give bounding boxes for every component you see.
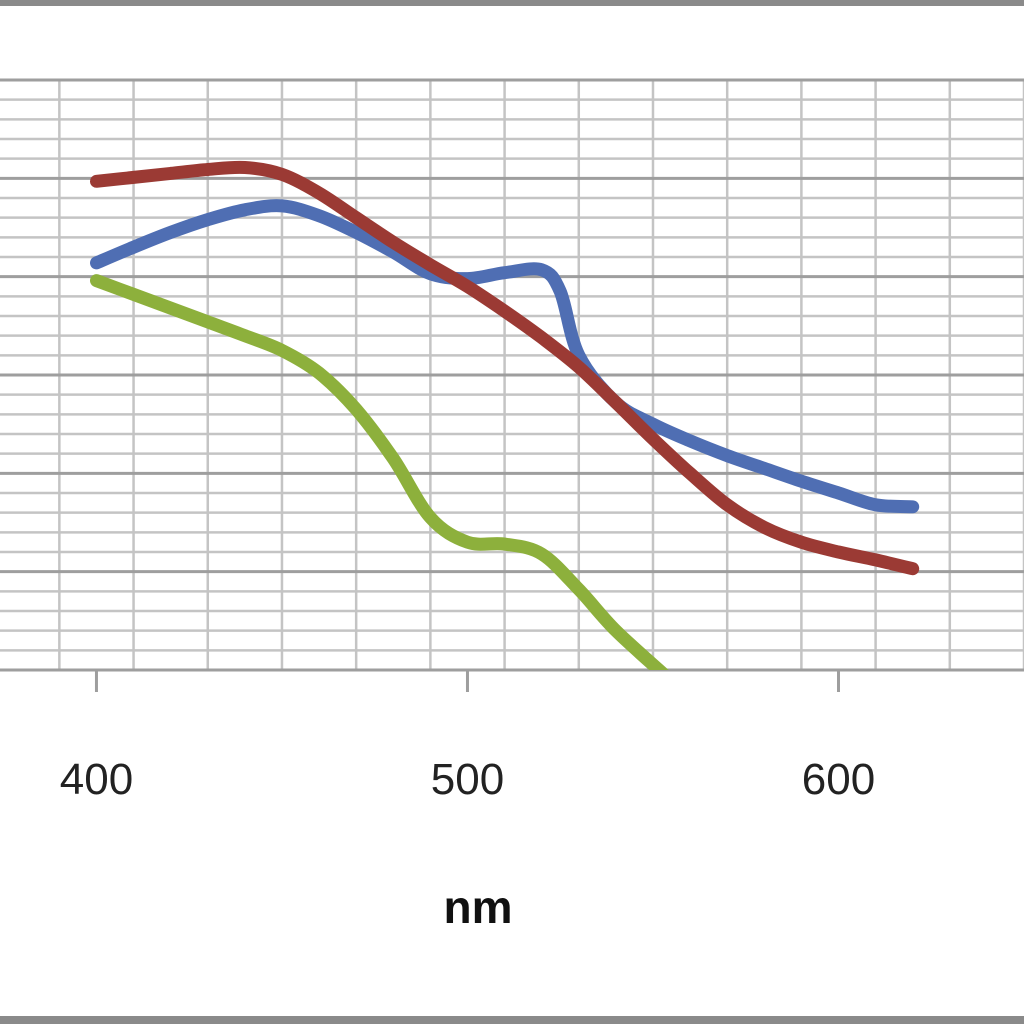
- line-chart: 400 500 600 nm: [0, 78, 1024, 933]
- series-layer: [90, 160, 920, 670]
- x-tick-label: 500: [431, 755, 504, 804]
- x-axis-ticks: [94, 670, 840, 692]
- x-axis-tick-labels: 400 500 600: [60, 755, 875, 804]
- series-line-1: [90, 199, 920, 514]
- x-tick-label: 600: [802, 755, 875, 804]
- x-axis-title: nm: [444, 881, 513, 933]
- x-tick-label: 400: [60, 755, 133, 804]
- series-line-3: [90, 274, 669, 670]
- series-line-2: [90, 160, 920, 576]
- major-gridlines: [0, 78, 1024, 672]
